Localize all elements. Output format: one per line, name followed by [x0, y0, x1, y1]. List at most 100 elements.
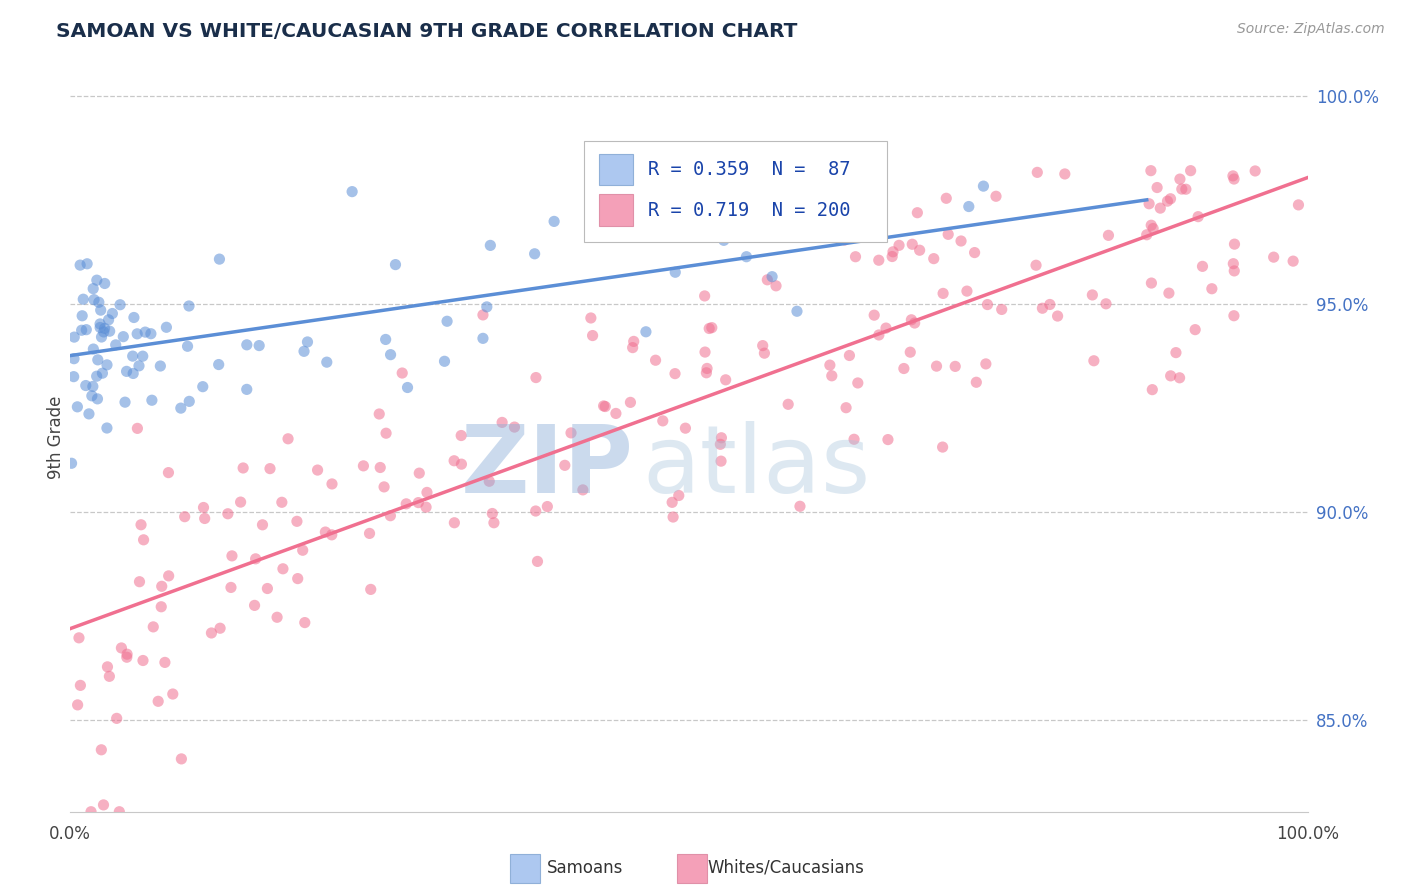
Point — [82, 342, 104, 356]
Point — [127, 421, 149, 435]
Point — [778, 397, 800, 411]
Point — [572, 483, 595, 497]
Bar — [599, 153, 633, 186]
Point — [1137, 196, 1160, 211]
Point — [925, 359, 948, 373]
Point — [1095, 297, 1118, 311]
Point — [931, 440, 953, 454]
Point — [821, 368, 844, 383]
Point — [935, 191, 957, 205]
Point — [693, 289, 716, 303]
Point — [93, 797, 115, 812]
Point — [146, 694, 169, 708]
Point — [875, 321, 897, 335]
Point — [1146, 180, 1168, 194]
Point — [1053, 167, 1076, 181]
Point — [765, 278, 787, 293]
Point — [450, 428, 472, 442]
Point — [96, 421, 118, 435]
Point — [634, 325, 657, 339]
Point — [481, 507, 503, 521]
Text: SAMOAN VS WHITE/CAUCASIAN 9TH GRADE CORRELATION CHART: SAMOAN VS WHITE/CAUCASIAN 9TH GRADE CORR… — [56, 22, 797, 41]
Point — [200, 626, 222, 640]
Point — [1164, 345, 1187, 359]
Point — [893, 361, 915, 376]
Point — [72, 292, 94, 306]
Point — [936, 227, 959, 242]
Point — [115, 650, 138, 665]
Point — [651, 414, 673, 428]
Point — [93, 321, 115, 335]
Point — [86, 273, 108, 287]
Point — [236, 383, 259, 397]
Point — [808, 163, 831, 178]
Point — [232, 461, 254, 475]
Point — [1171, 182, 1194, 196]
Point — [179, 394, 201, 409]
Point — [292, 344, 315, 359]
Point — [744, 211, 766, 226]
Point — [710, 454, 733, 468]
Point — [1288, 198, 1310, 212]
Point — [86, 392, 108, 406]
Point — [1223, 264, 1246, 278]
Point — [475, 300, 498, 314]
Bar — [599, 194, 633, 226]
Point — [132, 349, 155, 363]
Point — [193, 500, 215, 515]
Point — [1168, 371, 1191, 385]
Point — [976, 297, 998, 311]
Point — [157, 569, 180, 583]
Point — [294, 615, 316, 630]
Point — [754, 346, 776, 360]
Text: Samoans: Samoans — [547, 859, 623, 877]
Point — [560, 425, 582, 440]
Point — [868, 328, 890, 343]
Point — [90, 330, 112, 344]
Point — [66, 400, 89, 414]
Point — [651, 196, 673, 211]
Point — [1046, 309, 1069, 323]
Point — [75, 378, 97, 392]
Point — [87, 295, 110, 310]
Point — [1136, 227, 1159, 242]
Point — [990, 302, 1012, 317]
Point — [229, 495, 252, 509]
Point — [1142, 383, 1164, 397]
Point — [391, 366, 413, 380]
Point — [63, 330, 86, 344]
Point — [963, 245, 986, 260]
Point — [396, 380, 419, 394]
Point — [96, 660, 118, 674]
Point — [523, 247, 546, 261]
Point — [80, 389, 103, 403]
Point — [700, 320, 723, 334]
Point — [1156, 194, 1178, 209]
Point — [266, 610, 288, 624]
Point — [696, 361, 718, 376]
Point — [134, 325, 156, 339]
Point — [150, 599, 173, 614]
Point — [170, 752, 193, 766]
Point — [882, 250, 904, 264]
Point — [1140, 163, 1163, 178]
Y-axis label: 9th Grade: 9th Grade — [46, 395, 65, 479]
Point — [89, 317, 111, 331]
Point — [697, 321, 720, 335]
Point — [664, 265, 686, 279]
Point — [63, 351, 86, 366]
Point — [209, 621, 232, 635]
Point — [756, 273, 779, 287]
Point — [974, 357, 997, 371]
Point — [98, 669, 121, 683]
Point — [1191, 260, 1213, 274]
Point — [149, 359, 172, 373]
Point — [1160, 368, 1182, 383]
Point — [315, 355, 337, 369]
Point — [173, 509, 195, 524]
Point — [1142, 221, 1164, 235]
Point — [482, 516, 505, 530]
Point — [1081, 288, 1104, 302]
Point — [121, 349, 143, 363]
Point — [89, 320, 111, 334]
